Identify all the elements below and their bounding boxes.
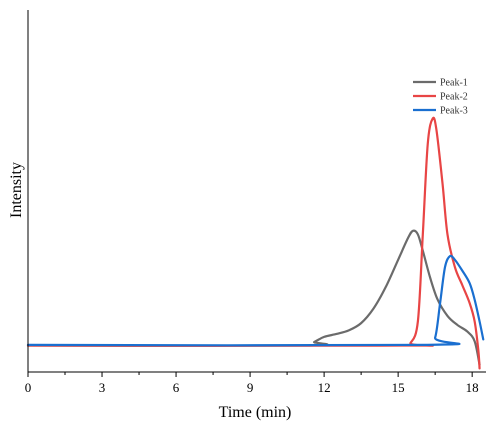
x-tick-label: 12	[318, 380, 331, 395]
x-tick-label: 18	[466, 380, 479, 395]
plot-lines	[26, 116, 485, 370]
x-ticks: 0 3 6 9 12 15 18	[25, 372, 479, 395]
series-line-peak-3	[26, 254, 485, 347]
y-axis-title: Intensity	[8, 162, 25, 218]
x-tick-label: 6	[173, 380, 180, 395]
x-axis-title: Time (min)	[219, 404, 292, 421]
x-tick-label: 15	[392, 380, 405, 395]
x-tick-label: 9	[247, 380, 254, 395]
x-tick-label: 0	[25, 380, 32, 395]
x-tick-label: 3	[99, 380, 106, 395]
legend-label: Peak-1	[440, 78, 468, 89]
series-line-peak-1	[26, 229, 481, 366]
axes	[27, 10, 486, 373]
legend-label: Peak-3	[440, 106, 468, 117]
series-line-peak-2	[26, 116, 481, 370]
legend: Peak-1 Peak-2 Peak-3	[413, 78, 468, 117]
legend-label: Peak-2	[440, 92, 468, 103]
